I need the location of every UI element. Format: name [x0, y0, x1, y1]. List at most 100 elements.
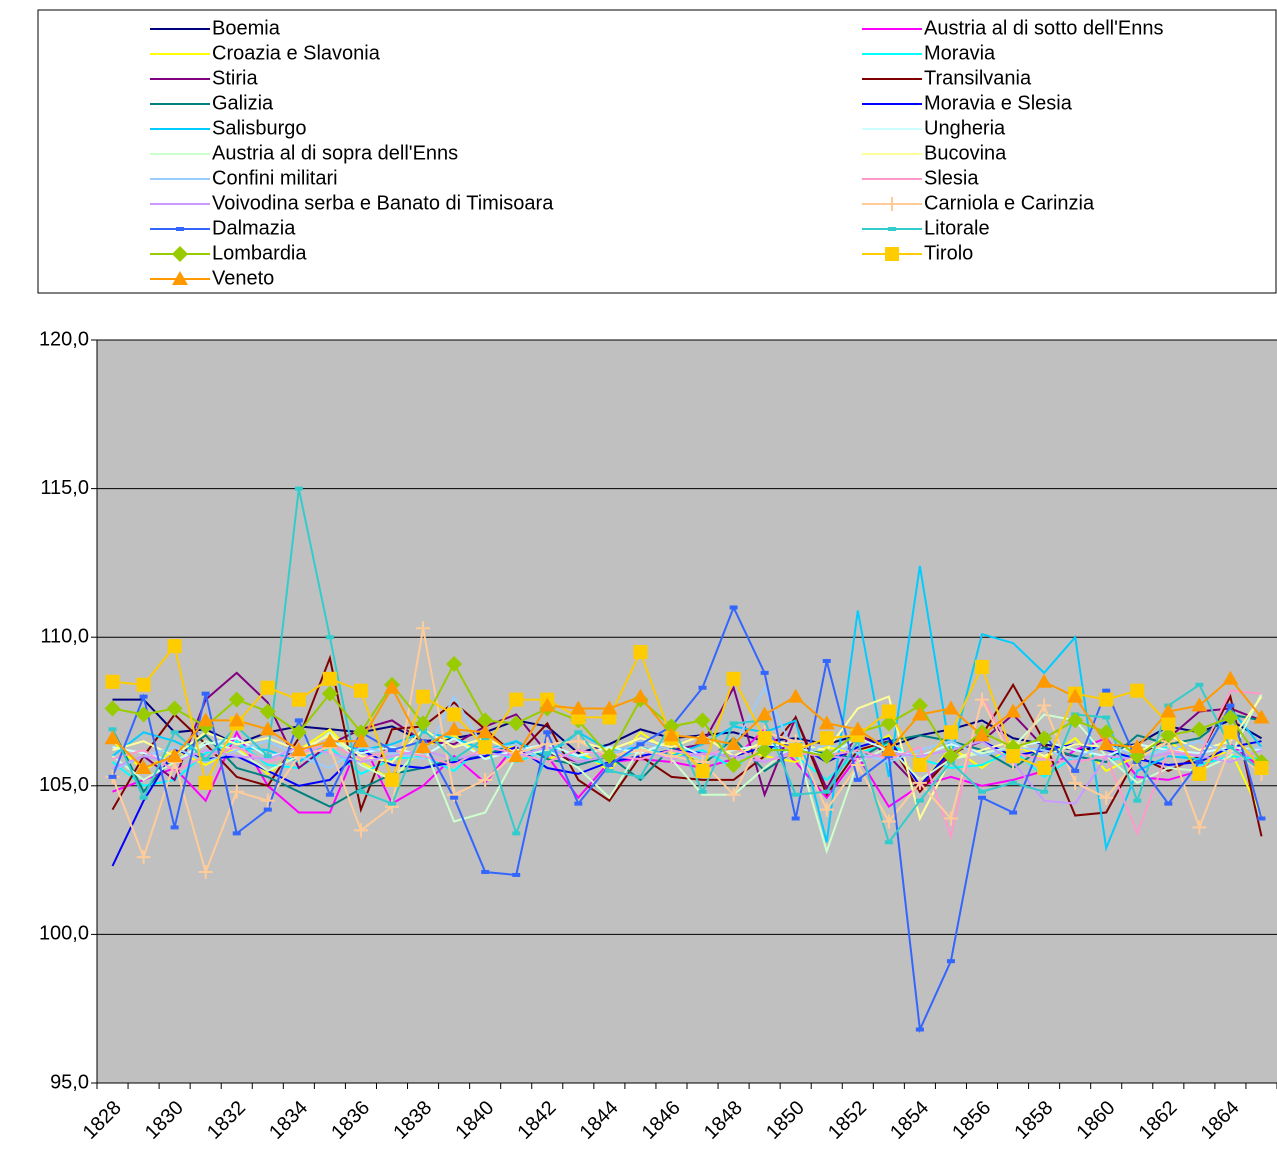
legend-label: Austria al di sotto dell'Enns — [924, 17, 1164, 39]
legend-label: Galizia — [212, 92, 274, 114]
marker — [978, 789, 986, 794]
legend-label: Dalmazia — [212, 217, 296, 239]
legend-marker — [176, 227, 184, 231]
marker — [540, 737, 555, 752]
marker — [819, 802, 834, 817]
marker — [1129, 739, 1146, 754]
marker — [229, 784, 244, 799]
marker — [1223, 725, 1238, 740]
marker — [1133, 798, 1142, 803]
marker — [818, 748, 835, 765]
marker — [232, 831, 241, 836]
marker — [1226, 745, 1235, 750]
marker — [543, 730, 552, 735]
legend-label: Salisburgo — [212, 117, 307, 139]
x-tick-label: 1828 — [79, 1097, 126, 1144]
marker — [543, 751, 552, 756]
marker — [1226, 703, 1235, 708]
legend-label: Tirolo — [924, 242, 973, 264]
marker — [915, 1027, 924, 1032]
marker — [1036, 673, 1053, 688]
legend-marker — [885, 197, 899, 211]
x-tick-label: 1854 — [886, 1097, 933, 1144]
marker — [605, 762, 614, 767]
x-tick-label: 1858 — [1010, 1097, 1057, 1144]
marker — [911, 706, 928, 721]
marker — [135, 759, 152, 774]
x-tick-label: 1862 — [1135, 1097, 1182, 1144]
marker — [1098, 724, 1115, 741]
marker — [384, 679, 400, 694]
marker — [478, 772, 493, 787]
marker — [512, 872, 521, 877]
x-tick-label: 1860 — [1072, 1097, 1119, 1144]
marker — [1040, 789, 1049, 794]
marker — [508, 715, 525, 732]
marker — [1006, 749, 1021, 764]
x-tick-label: 1848 — [700, 1097, 747, 1144]
marker — [166, 748, 183, 763]
marker — [636, 774, 645, 779]
marker — [915, 798, 924, 803]
marker — [760, 670, 769, 675]
marker — [290, 724, 307, 741]
marker — [1191, 721, 1208, 738]
legend-label: Austria al di sopra dell'Enns — [212, 142, 458, 164]
marker — [170, 825, 179, 830]
y-tick-label: 105,0 — [39, 774, 89, 796]
marker — [512, 831, 521, 836]
marker — [388, 748, 396, 753]
marker — [574, 801, 583, 806]
marker — [1037, 760, 1052, 775]
marker — [725, 756, 742, 773]
plot-area — [97, 340, 1277, 1083]
marker — [1067, 712, 1084, 729]
marker — [729, 721, 738, 726]
marker — [294, 718, 303, 723]
marker — [1102, 688, 1111, 693]
legend-label: Boemia — [212, 17, 281, 39]
marker — [446, 655, 463, 672]
marker — [1161, 716, 1176, 731]
marker — [1036, 730, 1053, 747]
marker — [1195, 682, 1204, 687]
marker — [880, 742, 897, 757]
marker — [943, 811, 958, 826]
marker — [726, 787, 741, 802]
legend-label: Voivodina serba e Banato di Timisoara — [212, 192, 554, 214]
marker — [136, 850, 151, 865]
marker — [822, 658, 831, 663]
marker — [104, 700, 121, 717]
legend-label: Litorale — [924, 217, 990, 239]
marker — [571, 734, 586, 749]
legend-marker — [172, 271, 188, 285]
marker — [197, 712, 214, 727]
marker — [698, 789, 707, 794]
marker — [946, 959, 955, 964]
marker — [539, 697, 556, 712]
legend-label: Croazia e Slavonia — [212, 42, 381, 64]
series-line — [112, 661, 1263, 767]
marker — [695, 763, 710, 778]
marker — [1037, 698, 1052, 713]
x-tick-label: 1850 — [762, 1097, 809, 1144]
marker — [912, 775, 927, 790]
marker — [1191, 697, 1208, 712]
marker — [135, 706, 152, 723]
marker — [694, 730, 711, 745]
legend-label: Moravia e Slesia — [924, 92, 1073, 114]
marker — [1195, 760, 1204, 765]
marker — [850, 757, 865, 772]
x-tick-label: 1864 — [1197, 1097, 1244, 1144]
marker — [1099, 692, 1114, 707]
marker — [139, 694, 148, 699]
marker — [1222, 670, 1239, 685]
marker — [818, 715, 835, 730]
marker — [325, 792, 334, 797]
marker — [416, 621, 431, 636]
marker — [166, 700, 183, 717]
marker — [352, 733, 369, 748]
marker — [975, 659, 989, 674]
marker — [943, 725, 958, 740]
marker — [633, 645, 648, 660]
